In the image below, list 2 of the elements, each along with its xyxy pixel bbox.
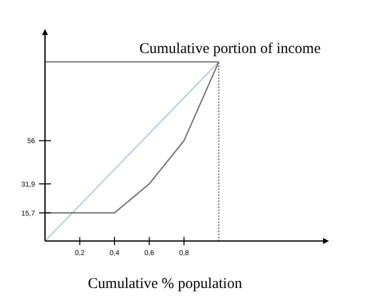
chart-title: Cumulative portion of income	[139, 41, 321, 57]
x-axis-title: Cumulative % population	[88, 276, 243, 292]
